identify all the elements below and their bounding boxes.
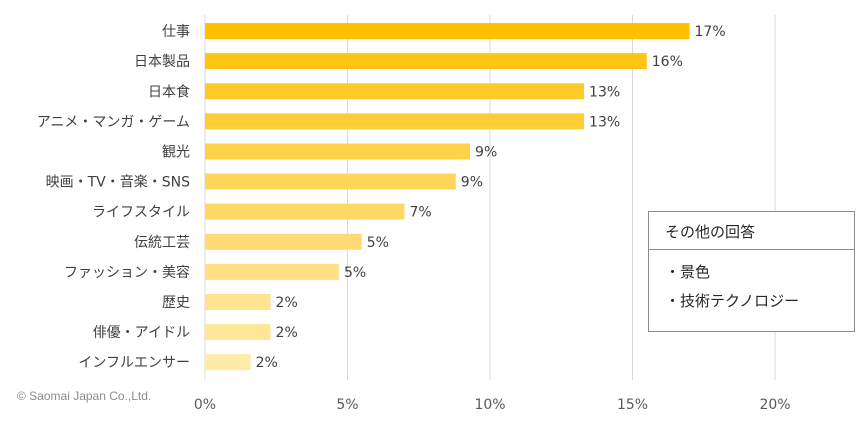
category-label: 仕事 xyxy=(162,24,190,40)
bar xyxy=(205,354,251,371)
bar xyxy=(205,173,456,190)
x-tick-label: 5% xyxy=(336,397,358,413)
category-label: アニメ・マンガ・ゲーム xyxy=(37,114,190,130)
x-tick-label: 15% xyxy=(617,397,648,413)
bar xyxy=(205,233,362,250)
data-label: 16% xyxy=(652,54,683,70)
category-label: 歴史 xyxy=(162,295,190,311)
bar xyxy=(205,143,471,160)
x-tick-label: 10% xyxy=(474,397,505,413)
category-label: 観光 xyxy=(162,143,190,160)
data-label: 13% xyxy=(589,84,620,100)
gridlines xyxy=(204,15,776,380)
category-label: 日本食 xyxy=(148,83,190,100)
data-label: 9% xyxy=(475,144,497,160)
category-label: インフルエンサー xyxy=(78,355,190,371)
x-axis-tick-labels: 0% 5% 10% 15% 20% xyxy=(194,397,791,413)
data-label: 7% xyxy=(410,205,432,221)
bar xyxy=(205,23,690,40)
category-label: 伝統工芸 xyxy=(134,235,190,251)
other-answer-item: ・景色 xyxy=(665,263,711,281)
bar xyxy=(205,263,339,280)
data-label: 13% xyxy=(589,114,620,130)
bar xyxy=(205,293,271,310)
data-label: 2% xyxy=(276,295,298,311)
data-label: 5% xyxy=(367,235,389,251)
bar xyxy=(205,113,585,130)
bar xyxy=(205,324,271,341)
category-label: 俳優・アイドル xyxy=(93,325,190,341)
data-label: 17% xyxy=(695,24,726,40)
other-answers-title: その他の回答 xyxy=(649,212,854,250)
other-answers-list: ・景色 ・技術テクノロジー xyxy=(649,250,854,316)
data-label: 2% xyxy=(256,355,278,371)
data-label: 2% xyxy=(276,325,298,341)
x-tick-label: 20% xyxy=(759,397,790,413)
bars xyxy=(205,23,690,371)
data-labels: 17% 16% 13% 13% 9% 9% 7% 5%5% 2% 2% 2% xyxy=(256,24,726,371)
category-label: 日本製品 xyxy=(134,54,190,70)
data-label: 9% xyxy=(461,175,483,191)
category-label: ファッション・美容 xyxy=(64,264,190,281)
category-label: ライフスタイル xyxy=(92,205,190,221)
category-label: 映画・TV・音楽・SNS xyxy=(46,174,190,191)
bar xyxy=(205,83,585,100)
x-tick-label: 0% xyxy=(194,397,216,413)
other-answers-box: その他の回答 ・景色 ・技術テクノロジー xyxy=(648,211,855,332)
bar xyxy=(205,203,405,220)
other-answer-item: ・技術テクノロジー xyxy=(665,292,800,310)
bar xyxy=(205,53,647,70)
data-label: 5% xyxy=(344,265,366,281)
copyright-text: © Saomai Japan Co.,Ltd. xyxy=(17,389,152,403)
